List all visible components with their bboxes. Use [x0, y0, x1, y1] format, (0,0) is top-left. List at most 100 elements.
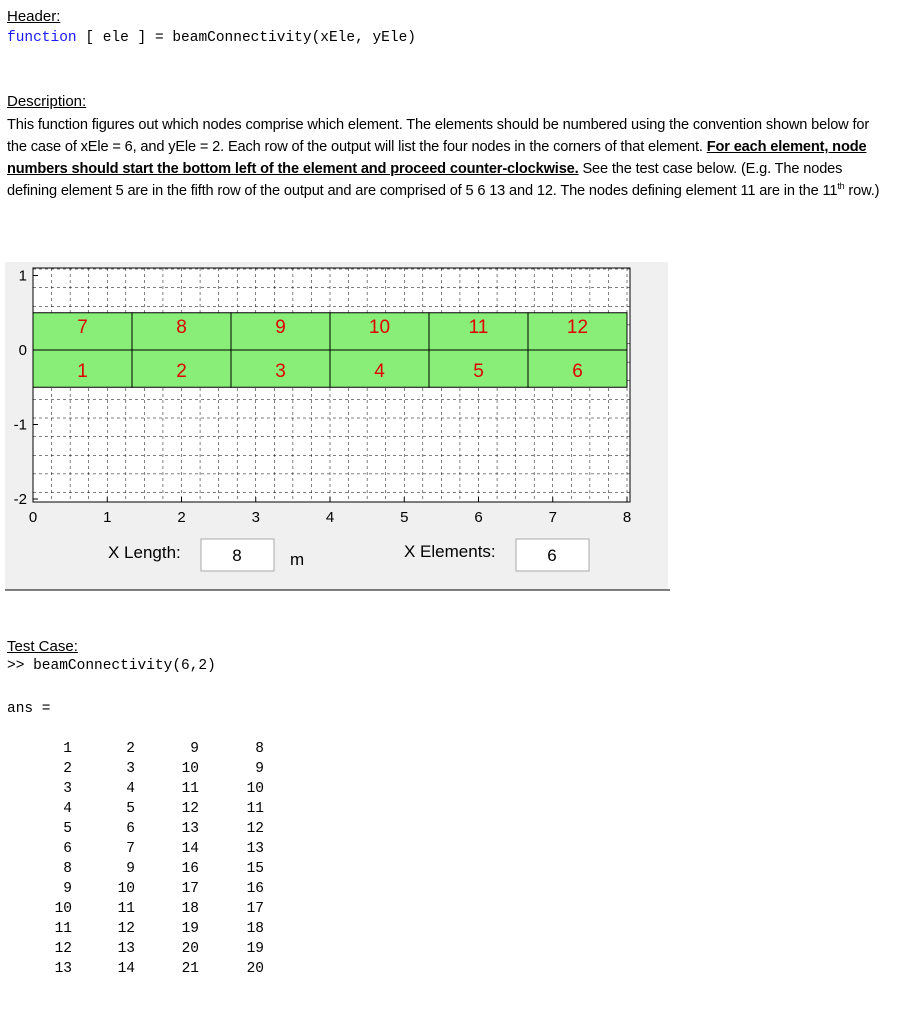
x-tick-label: 5: [400, 509, 408, 526]
plot-frame: [32, 267, 631, 503]
table-cell: 10: [246, 781, 264, 797]
x-tick-label: 1: [103, 509, 111, 526]
description: This function figures out which nodes co…: [7, 114, 892, 202]
ans-label: ans =: [7, 701, 51, 717]
table-cell: 12: [246, 821, 264, 837]
table-cell: 11: [246, 801, 264, 817]
element: [329, 312, 430, 351]
description-label: Description:: [7, 93, 87, 110]
element-number: 1: [77, 361, 88, 382]
element: [32, 312, 133, 351]
table-cell: 13: [54, 961, 72, 977]
table-cell: 16: [181, 861, 199, 877]
element-number: 4: [374, 361, 385, 382]
command-line: >> beamConnectivity(6,2): [7, 658, 216, 674]
table-cell: 2: [63, 761, 72, 777]
element-number: 12: [567, 317, 588, 338]
table-cell: 14: [181, 841, 199, 857]
table-cell: 13: [117, 941, 135, 957]
command: beamConnectivity(6,2): [33, 658, 216, 674]
unit: m: [290, 550, 304, 569]
table-cell: 8: [255, 741, 264, 757]
x-tick-label: 8: [623, 509, 631, 526]
header-code: function [ ele ] = beamConnectivity(xEle…: [7, 30, 416, 46]
y-tick-label: 1: [19, 268, 27, 285]
element-number: 11: [469, 317, 489, 338]
table-cell: 9: [63, 881, 72, 897]
table-cell: 12: [181, 801, 199, 817]
table-cell: 8: [63, 861, 72, 877]
table-cell: 21: [181, 961, 199, 977]
prompt: >>: [7, 658, 25, 674]
x-tick-label: 0: [29, 509, 37, 526]
x-tick-label: 2: [177, 509, 185, 526]
x-elements-value[interactable]: 6: [547, 546, 556, 565]
input-box[interactable]: [200, 538, 275, 572]
element-number: 6: [572, 361, 583, 382]
table-cell: 20: [246, 961, 264, 977]
element-number: 3: [275, 361, 286, 382]
table-cell: 5: [63, 821, 72, 837]
table-cell: 9: [255, 761, 264, 777]
table-cell: 10: [54, 901, 72, 917]
element-number: 5: [473, 361, 484, 382]
table-cell: 4: [126, 781, 135, 797]
y-tick-label: -2: [14, 491, 27, 508]
element: [527, 349, 628, 388]
table-cell: 10: [117, 881, 135, 897]
element-number: 2: [176, 361, 187, 382]
x-length-value[interactable]: 8: [232, 546, 241, 565]
table-cell: 17: [246, 901, 264, 917]
table-cell: 19: [181, 921, 199, 937]
element: [131, 312, 232, 351]
table-cell: 19: [246, 941, 264, 957]
table-cell: 15: [246, 861, 264, 877]
element: [428, 349, 529, 388]
input-box[interactable]: [515, 538, 590, 572]
table-cell: 11: [54, 921, 72, 937]
table-cell: 3: [63, 781, 72, 797]
superscript: th: [837, 181, 845, 192]
element: [329, 349, 430, 388]
element: [428, 312, 529, 351]
x-elements-label: X Elements:: [404, 542, 496, 561]
table-cell: 2: [126, 741, 135, 757]
table-cell: 14: [117, 961, 135, 977]
table-cell: 4: [63, 801, 72, 817]
table-cell: 11: [181, 781, 199, 797]
code-keyword: function: [7, 30, 77, 46]
element: [32, 349, 133, 388]
x-length-label: X Length:: [108, 543, 181, 562]
element-number: 9: [275, 317, 286, 338]
description-text: row.): [844, 183, 880, 199]
table-cell: 18: [181, 901, 199, 917]
table-cell: 6: [63, 841, 72, 857]
table-cell: 17: [181, 881, 199, 897]
table-cell: 3: [126, 761, 135, 777]
code-signature: [ ele ] = beamConnectivity(xEle, yEle): [85, 30, 416, 46]
table-cell: 13: [246, 841, 264, 857]
table-cell: 12: [117, 921, 135, 937]
table-cell: 6: [126, 821, 135, 837]
figure: X Length: 8 m X Elements: 6 0 1 2 3 4 5 6 7 810-…: [5, 262, 670, 591]
x-tick-label: 7: [549, 509, 557, 526]
element: [527, 312, 628, 351]
element-number: 7: [77, 317, 88, 338]
element-number: 8: [176, 317, 187, 338]
element: [230, 312, 331, 351]
table-cell: 13: [181, 821, 199, 837]
x-tick-label: 6: [474, 509, 482, 526]
x-tick-label: 4: [326, 509, 334, 526]
element: [131, 349, 232, 388]
description-text: This function figures out which nodes co…: [7, 117, 870, 155]
element-number: 10: [369, 317, 390, 338]
table-cell: 18: [246, 921, 264, 937]
table-cell: 9: [190, 741, 199, 757]
table-cell: 5: [126, 801, 135, 817]
table-cell: 11: [117, 901, 135, 917]
table-cell: 10: [181, 761, 199, 777]
element: [230, 349, 331, 388]
description-emphasis: For each element, node numbers should st…: [7, 139, 867, 177]
table-cell: 9: [126, 861, 135, 877]
